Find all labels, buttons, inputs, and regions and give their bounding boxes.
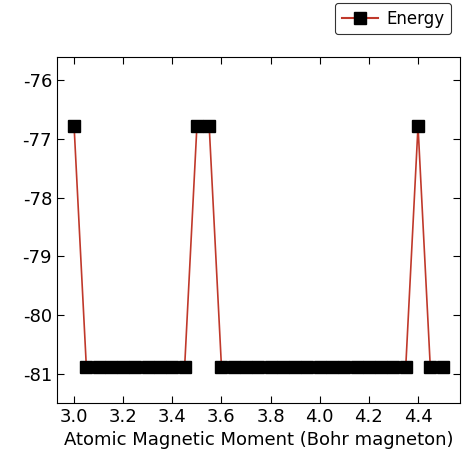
Energy bbox=[206, 123, 212, 129]
Energy bbox=[133, 365, 138, 370]
Energy bbox=[341, 365, 347, 370]
Energy bbox=[108, 365, 114, 370]
Energy bbox=[292, 365, 298, 370]
Energy bbox=[378, 365, 384, 370]
Energy bbox=[428, 365, 433, 370]
Energy bbox=[243, 365, 249, 370]
Energy bbox=[305, 365, 310, 370]
Energy bbox=[268, 365, 273, 370]
Energy bbox=[96, 365, 101, 370]
Energy bbox=[71, 123, 77, 129]
Line: Energy: Energy bbox=[69, 120, 448, 373]
Energy bbox=[170, 365, 175, 370]
Energy bbox=[157, 365, 163, 370]
Energy bbox=[280, 365, 286, 370]
Legend: Energy: Energy bbox=[335, 3, 451, 34]
Energy bbox=[329, 365, 335, 370]
Energy bbox=[145, 365, 151, 370]
Energy bbox=[354, 365, 359, 370]
X-axis label: Atomic Magnetic Moment (Bohr magneton): Atomic Magnetic Moment (Bohr magneton) bbox=[64, 431, 453, 449]
Energy bbox=[182, 365, 188, 370]
Energy bbox=[415, 123, 421, 129]
Energy bbox=[317, 365, 323, 370]
Energy bbox=[440, 365, 446, 370]
Energy bbox=[403, 365, 409, 370]
Energy bbox=[83, 365, 89, 370]
Energy bbox=[120, 365, 126, 370]
Energy bbox=[219, 365, 224, 370]
Energy bbox=[231, 365, 237, 370]
Energy bbox=[255, 365, 261, 370]
Energy bbox=[194, 123, 200, 129]
Energy bbox=[366, 365, 372, 370]
Energy bbox=[391, 365, 396, 370]
